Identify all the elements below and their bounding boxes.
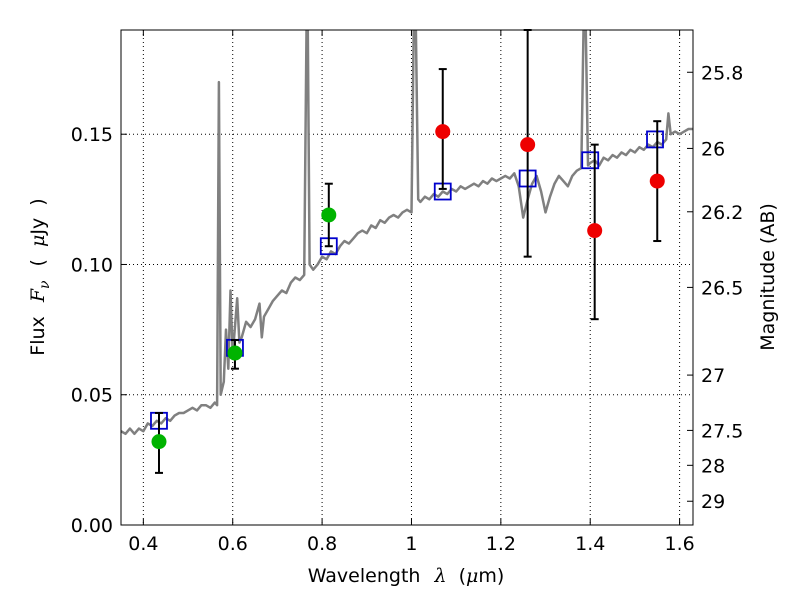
- y-axis-subscript: ν: [37, 280, 53, 289]
- y2-axis-label: Magnitude (AB): [757, 203, 779, 351]
- y-axis-symbol: F: [27, 288, 49, 303]
- green-data-point: [321, 207, 337, 223]
- y-tick-label: 0.15: [71, 124, 113, 146]
- y-axis-label-text: Flux: [27, 316, 49, 356]
- grid: [121, 30, 693, 526]
- green-data-point: [227, 345, 243, 361]
- spectrum-layer: [121, 30, 693, 436]
- y-tick-label: 0.10: [71, 254, 113, 276]
- ticks-layer: 0.4 0.6 0.8 1 1.2 1.4 1.6 0.00 0.05 0.10 0.15 25.8 2…: [71, 30, 743, 555]
- y-axis-label: Flux Fν ( μJy ): [27, 198, 54, 355]
- y-axis-unit: Jy: [27, 218, 49, 236]
- y2-tick-label: 29: [701, 491, 725, 513]
- y2-tick-label: 25.8: [701, 62, 743, 84]
- green-data-point: [151, 434, 167, 450]
- y-axis-close: ): [27, 198, 49, 205]
- y2-tick-label: 27: [701, 365, 725, 387]
- x-axis-unit-rest: m): [478, 565, 504, 587]
- y-tick-label: 0.05: [71, 385, 113, 407]
- points-layer: [150, 29, 665, 474]
- x-tick-label: 1.4: [575, 533, 605, 555]
- model-box-marker: [646, 130, 664, 149]
- plot-frame: [120, 29, 694, 526]
- y-axis-mu: μ: [27, 235, 49, 247]
- x-axis-unit-mu: μ: [466, 565, 478, 587]
- x-tick-label: 1.2: [486, 533, 516, 555]
- x-tick-label: 0.8: [307, 533, 337, 555]
- red-data-point: [520, 137, 536, 153]
- y-axis-open: (: [27, 259, 49, 266]
- y2-tick-label: 26.2: [701, 202, 743, 224]
- x-axis-label-text: Wavelength: [308, 565, 421, 587]
- y-tick-label: 0.00: [71, 515, 113, 537]
- x-tick-label: 1: [405, 533, 417, 555]
- x-tick-label: 1.6: [664, 533, 694, 555]
- x-axis-unit-open: (: [459, 565, 466, 587]
- y2-tick-label: 26.5: [701, 277, 743, 299]
- red-data-point: [587, 223, 603, 239]
- x-axis-lambda: λ: [433, 565, 446, 587]
- x-axis-label: Wavelength λ (μm): [308, 565, 505, 587]
- y2-tick-label: 28: [701, 455, 725, 477]
- spectrum-line: [121, 30, 693, 436]
- red-data-point: [649, 173, 665, 189]
- x-tick-label: 0.4: [128, 533, 158, 555]
- y2-tick-label: 26: [701, 138, 725, 160]
- red-data-point: [435, 124, 451, 140]
- x-tick-label: 0.6: [218, 533, 248, 555]
- y2-tick-label: 27.5: [701, 420, 743, 442]
- model-box-marker: [581, 151, 600, 170]
